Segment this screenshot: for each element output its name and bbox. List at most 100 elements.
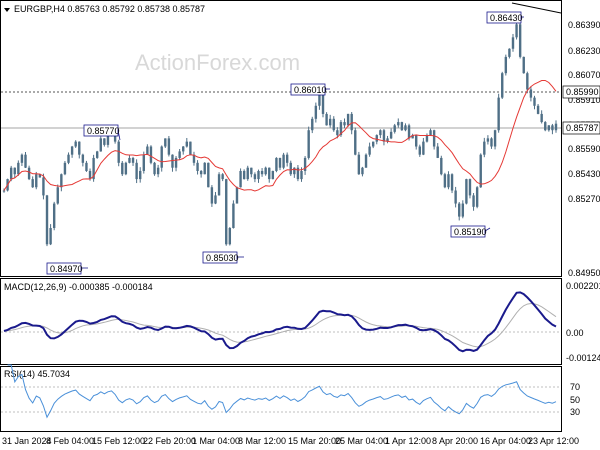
candle-body bbox=[78, 141, 81, 155]
candle-body bbox=[490, 138, 493, 147]
candle-body bbox=[67, 154, 70, 163]
candle-body bbox=[375, 135, 378, 142]
candle-body bbox=[232, 203, 235, 228]
x-tick: 16 Apr 04:00 bbox=[480, 436, 531, 446]
candle-body bbox=[217, 174, 221, 196]
candle-body bbox=[289, 162, 292, 175]
candle-body bbox=[318, 92, 321, 106]
candle-body bbox=[92, 157, 95, 180]
annotation-low-3: 0.85190 bbox=[450, 225, 491, 238]
level-label: 0.85990 bbox=[566, 87, 599, 97]
y-tick: 50 bbox=[570, 395, 580, 405]
annotation-text: 0.86010 bbox=[294, 85, 327, 95]
candle-body bbox=[13, 167, 16, 175]
y-tick: 0.86390 bbox=[568, 20, 600, 30]
candle-body bbox=[547, 125, 551, 131]
candle-body bbox=[268, 167, 271, 180]
candle-body bbox=[314, 105, 318, 119]
y-tick: 0.85910 bbox=[568, 95, 600, 105]
candle-body bbox=[354, 130, 357, 155]
candle-body bbox=[447, 174, 450, 188]
candle-body bbox=[135, 162, 138, 180]
candle-body bbox=[475, 187, 479, 207]
candle-body bbox=[336, 130, 339, 136]
candle-body bbox=[382, 130, 386, 142]
x-tick: 23 Apr 12:00 bbox=[528, 436, 579, 446]
symbol-header: EURGBP,H4 0.85763 0.85792 0.85738 0.8578… bbox=[14, 4, 205, 14]
y-tick: -0.001246 bbox=[566, 353, 600, 363]
candle-body bbox=[88, 170, 92, 180]
candle-body bbox=[146, 146, 149, 155]
candle-body bbox=[536, 105, 540, 114]
candle-body bbox=[371, 141, 375, 147]
candle-body bbox=[185, 141, 189, 147]
candle-body bbox=[271, 170, 275, 180]
candle-body bbox=[501, 73, 504, 98]
candle-body bbox=[361, 167, 364, 175]
x-tick: 15 Mar 20:00 bbox=[288, 436, 341, 446]
candle-body bbox=[540, 113, 543, 123]
candle-body bbox=[221, 174, 224, 180]
candle-body bbox=[239, 170, 242, 188]
candle-body bbox=[9, 167, 13, 180]
candle-body bbox=[511, 37, 515, 49]
candle-body bbox=[246, 167, 249, 180]
candle-body bbox=[364, 154, 368, 168]
x-tick: 22 Feb 20:00 bbox=[143, 436, 196, 446]
candle-body bbox=[343, 122, 346, 126]
candle-body bbox=[106, 135, 110, 145]
macd-signal-line bbox=[3, 302, 557, 348]
candle-body bbox=[70, 146, 74, 155]
candle-body bbox=[425, 135, 429, 142]
header-icon bbox=[4, 8, 10, 12]
macd-panel bbox=[0, 278, 562, 365]
candle-body bbox=[357, 154, 361, 175]
candle-body bbox=[529, 89, 533, 98]
candle-body bbox=[350, 113, 353, 131]
candle-body bbox=[461, 203, 465, 217]
candle-body bbox=[24, 154, 27, 168]
candle-body bbox=[174, 157, 178, 168]
candle-body bbox=[52, 203, 56, 228]
x-tick: 31 Jan 2024 bbox=[2, 436, 52, 446]
candle-body bbox=[207, 162, 210, 188]
candle-body bbox=[379, 130, 382, 136]
y-tick: 0.86070 bbox=[568, 70, 600, 80]
candle-body bbox=[242, 170, 246, 180]
candle-body bbox=[74, 141, 77, 147]
candle-body bbox=[149, 146, 153, 163]
candle-body bbox=[225, 179, 228, 245]
candle-body bbox=[178, 151, 181, 158]
candle-body bbox=[303, 157, 307, 171]
candle-body bbox=[479, 154, 482, 188]
rsi-panel bbox=[0, 366, 562, 432]
candle-body bbox=[56, 187, 59, 204]
candle-body bbox=[275, 157, 278, 171]
candle-body bbox=[117, 141, 120, 163]
candle-body bbox=[493, 130, 497, 147]
candle-body bbox=[99, 138, 102, 152]
candle-body bbox=[518, 24, 522, 57]
y-tick: 70 bbox=[570, 382, 580, 392]
rsi-line bbox=[7, 364, 557, 419]
candle-body bbox=[554, 123, 558, 131]
annotation-low-2: 0.85030 bbox=[202, 251, 244, 264]
candle-body bbox=[85, 162, 88, 171]
macd-y-ticks: 0.002201 0.00 -0.001246 bbox=[566, 281, 600, 363]
candle-body bbox=[397, 122, 400, 126]
annotation-text: 0.85190 bbox=[454, 227, 487, 237]
candle-body bbox=[35, 174, 38, 188]
candle-body bbox=[497, 97, 500, 131]
x-tick: 1 Mar 04:00 bbox=[192, 436, 240, 446]
candle-body bbox=[325, 113, 328, 126]
x-tick: 15 Feb 12:00 bbox=[92, 436, 145, 446]
candle-body bbox=[214, 195, 217, 204]
candle-body bbox=[153, 162, 156, 175]
annotation-text: 0.85030 bbox=[206, 253, 239, 263]
candle-body bbox=[307, 130, 310, 158]
x-tick: 1 Apr 12:00 bbox=[385, 436, 431, 446]
candle-body bbox=[81, 154, 85, 163]
candle-body bbox=[504, 56, 508, 74]
candle-body bbox=[38, 174, 42, 178]
candle-body bbox=[411, 135, 414, 139]
